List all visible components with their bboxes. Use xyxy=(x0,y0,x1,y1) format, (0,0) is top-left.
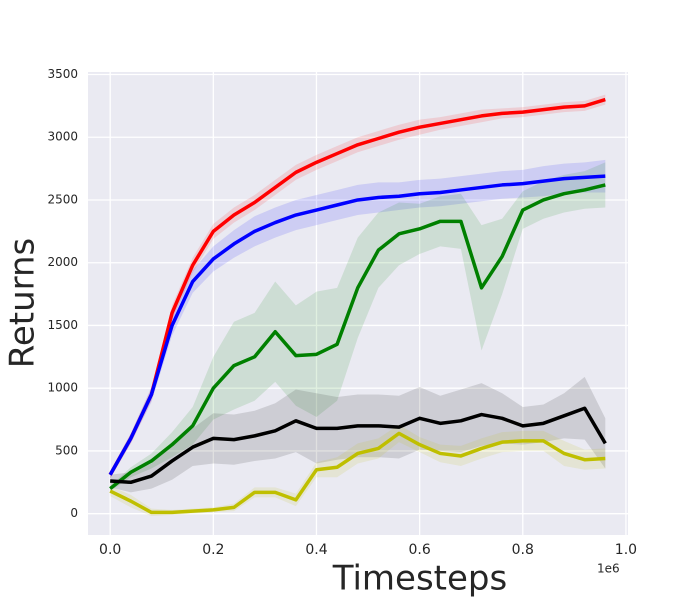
x-tick-label: 0.8 xyxy=(512,542,534,558)
y-tick-label: 2500 xyxy=(47,192,78,206)
y-tick-label: 1000 xyxy=(47,381,78,395)
y-tick-label: 3500 xyxy=(47,67,78,81)
series-line xyxy=(109,183,606,490)
y-tick-label: 2000 xyxy=(47,255,78,269)
series-line xyxy=(108,174,606,476)
y-tick-label: 1500 xyxy=(47,318,78,332)
error-band xyxy=(110,159,606,479)
x-tick-label: 0.4 xyxy=(305,542,327,558)
x-tick-label: 0.2 xyxy=(202,542,224,558)
series-line xyxy=(109,431,606,515)
series-line xyxy=(110,406,607,485)
y-tick-label: 3000 xyxy=(47,130,78,144)
x-tick-label: 0.6 xyxy=(409,542,431,558)
error-band xyxy=(110,162,606,492)
error-band xyxy=(110,376,606,493)
y-tick-label: 500 xyxy=(55,443,78,457)
x-offset-label: 1e6 xyxy=(597,562,620,576)
x-tick-label: 0.0 xyxy=(99,542,121,558)
y-axis-label: Returns xyxy=(3,238,43,369)
x-axis-label: Timesteps xyxy=(332,559,507,599)
y-tick-label: 0 xyxy=(70,506,78,520)
x-tick-label: 1.0 xyxy=(615,542,637,558)
series-line xyxy=(108,97,606,476)
